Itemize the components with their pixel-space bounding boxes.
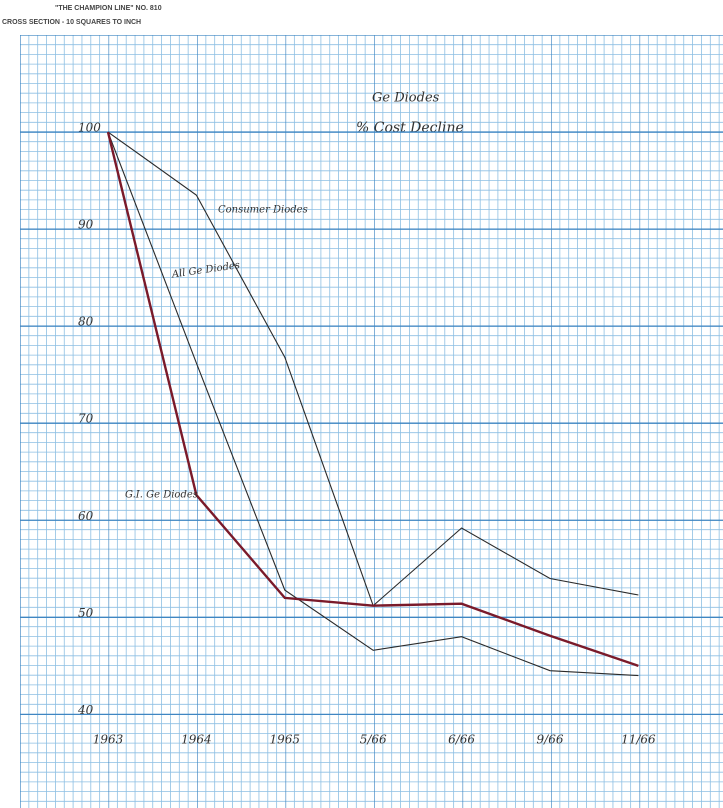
x-tick-label: 5/66: [360, 733, 387, 747]
x-tick-label: 9/66: [537, 733, 564, 747]
series-label: G.I. Ge Diodes: [125, 490, 198, 501]
x-tick-label: 6/66: [448, 733, 475, 747]
y-tick-label: 100: [78, 121, 101, 135]
y-tick-label: 80: [78, 315, 94, 329]
y-tick-label: 50: [78, 606, 94, 620]
paper-ruling: CROSS SECTION - 10 SQUARES TO INCH: [2, 19, 141, 26]
paper-brand: "THE CHAMPION LINE" NO. 810: [55, 5, 162, 12]
y-tick-label: 70: [78, 412, 94, 426]
series-line: [107, 131, 639, 677]
graph-paper: [20, 35, 723, 808]
chart-title: Ge Diodes: [372, 91, 440, 106]
x-tick-label: 1963: [93, 733, 124, 747]
series-line: [106, 131, 639, 667]
x-tick-label: 1964: [181, 733, 212, 747]
series-label: Consumer Diodes: [218, 205, 308, 216]
y-tick-label: 90: [78, 218, 94, 232]
x-tick-label: 11/66: [621, 733, 656, 747]
y-tick-label: 60: [78, 509, 94, 523]
chart-subtitle: % Cost Decline: [356, 120, 464, 136]
y-tick-label: 40: [77, 703, 94, 717]
x-tick-label: 1965: [270, 733, 301, 747]
